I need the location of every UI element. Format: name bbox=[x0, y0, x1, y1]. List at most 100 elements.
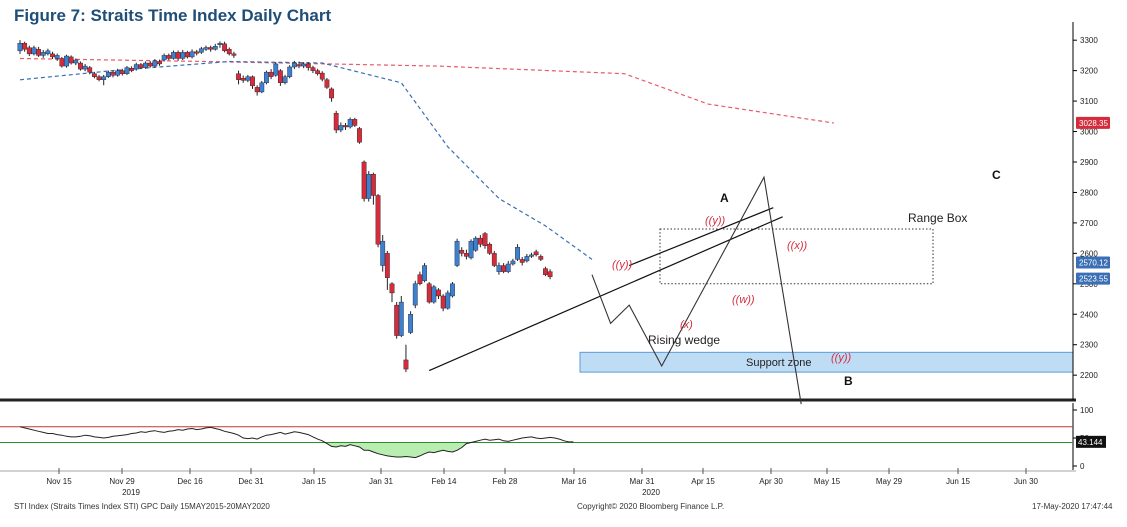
price-label-text: 2523.55 bbox=[1079, 275, 1108, 284]
y-tick-label: 2200 bbox=[1080, 371, 1098, 380]
candle-body bbox=[268, 71, 274, 77]
candle-body bbox=[519, 259, 525, 263]
candle-body bbox=[166, 55, 172, 59]
y-tick-label: 2800 bbox=[1080, 188, 1098, 197]
candle-body bbox=[408, 314, 413, 333]
x-tick-label: Jan 31 bbox=[369, 477, 394, 486]
moving-averages bbox=[19, 57, 834, 260]
x-year-label: 2020 bbox=[642, 488, 660, 497]
candle-body bbox=[464, 253, 469, 257]
candle-body bbox=[403, 359, 409, 370]
x-tick-label: Apr 15 bbox=[691, 477, 715, 486]
candle-body bbox=[454, 240, 460, 266]
candle-body bbox=[82, 65, 88, 70]
candle-body bbox=[264, 71, 269, 84]
rsi-tick-label: 0 bbox=[1080, 462, 1085, 471]
candle-body bbox=[473, 237, 479, 251]
range-box-label: Range Box bbox=[908, 211, 967, 225]
candle-body bbox=[115, 70, 121, 76]
candle-body bbox=[133, 64, 139, 70]
annotations: A B C ((y)) ((x)) ((w)) ((y)) (x) ((y)) Rising we… bbox=[612, 168, 1001, 388]
candle-body bbox=[371, 173, 376, 196]
x-tick-label: Apr 30 bbox=[759, 477, 783, 486]
candle-body bbox=[398, 301, 404, 336]
candle-body bbox=[510, 260, 516, 265]
candle-body bbox=[31, 47, 37, 55]
candle-body bbox=[96, 76, 102, 80]
candle-body bbox=[338, 125, 344, 131]
y-tick-label: 3100 bbox=[1080, 97, 1098, 106]
candle-body bbox=[217, 43, 223, 45]
candle-body bbox=[54, 55, 60, 59]
zones: Support zone Range Box bbox=[579, 211, 1074, 373]
price-label-box bbox=[1076, 256, 1110, 269]
projected-wave-path bbox=[591, 175, 802, 405]
candle-body bbox=[259, 82, 265, 93]
candle-body bbox=[22, 43, 28, 50]
candle-body bbox=[412, 283, 418, 306]
candle-body bbox=[245, 76, 251, 81]
candle-body bbox=[524, 256, 530, 262]
wave-label-y-3: ((y)) bbox=[831, 352, 851, 364]
rsi-value-text: 43.144 bbox=[1078, 438, 1103, 447]
footer-source: STI Index (Straits Times Index STI) GPC … bbox=[14, 502, 270, 511]
candle-body bbox=[380, 240, 386, 266]
candle-body bbox=[533, 251, 539, 256]
chart-title: Figure 7: Straits Time Index Daily Chart bbox=[14, 6, 332, 25]
rsi-tick-label: 100 bbox=[1080, 406, 1094, 415]
candle-body bbox=[375, 195, 381, 245]
candle-body bbox=[431, 286, 437, 303]
rsi-line bbox=[19, 426, 574, 459]
y-axis: 2200230024002500260027002800290030003100… bbox=[1072, 22, 1098, 400]
candle-body bbox=[324, 79, 330, 88]
candle-body bbox=[529, 254, 534, 257]
candle-body bbox=[305, 63, 311, 68]
x-tick-label: Jun 15 bbox=[946, 477, 971, 486]
candle-body bbox=[64, 55, 69, 67]
candle-body bbox=[357, 128, 362, 143]
candle-body bbox=[180, 52, 186, 59]
range-box bbox=[659, 228, 934, 285]
candle-body bbox=[301, 63, 307, 67]
x-axis: Nov 15 Nov 29 Dec 16 Dec 31 Jan 15 Jan 31 Feb … bbox=[0, 468, 1076, 497]
candle-body bbox=[147, 62, 153, 67]
candle-body bbox=[310, 67, 316, 71]
candle-body bbox=[422, 265, 427, 281]
candle-body bbox=[175, 52, 181, 59]
candle-body bbox=[129, 67, 134, 71]
candle-body bbox=[487, 244, 493, 254]
candle-body bbox=[143, 62, 148, 68]
candle-body bbox=[17, 43, 23, 52]
candle-body bbox=[40, 52, 46, 56]
candle-body bbox=[184, 52, 190, 58]
candle-body bbox=[436, 289, 441, 297]
y-tick-label: 2600 bbox=[1080, 249, 1098, 258]
candle-body bbox=[91, 73, 97, 77]
candle-body bbox=[226, 49, 232, 55]
footer-copyright: Copyright© 2020 Bloomberg Finance L.P. bbox=[577, 502, 725, 511]
x-year-label: 2019 bbox=[122, 488, 140, 497]
candle-body bbox=[212, 46, 218, 50]
wave-label-y-2: ((y)) bbox=[705, 215, 725, 227]
y-tick-label: 2400 bbox=[1080, 310, 1098, 319]
candle-body bbox=[440, 295, 446, 309]
x-tick-label: Nov 29 bbox=[109, 477, 135, 486]
price-label-text: 2570.12 bbox=[1079, 258, 1108, 267]
candle-body bbox=[198, 48, 204, 53]
y-tick-label: 3000 bbox=[1080, 128, 1098, 137]
x-tick-label: Mar 31 bbox=[630, 477, 655, 486]
candle-body bbox=[101, 76, 107, 80]
wave-label-x-2: (x) bbox=[680, 319, 693, 331]
wave-label-x-1: ((x)) bbox=[787, 240, 807, 252]
candle-body bbox=[352, 119, 358, 126]
x-tick-label: Jun 30 bbox=[1014, 477, 1039, 486]
candle-body bbox=[189, 51, 195, 58]
moving-average-blue bbox=[19, 60, 593, 260]
wedge-lower-line bbox=[428, 216, 783, 372]
support-zone-label: Support zone bbox=[746, 357, 811, 369]
rsi-panel: 05010043.144 bbox=[0, 403, 1106, 471]
candle-body bbox=[426, 283, 432, 303]
price-label-text: 3028.35 bbox=[1079, 119, 1108, 128]
candle-body bbox=[445, 292, 451, 309]
candle-body bbox=[347, 119, 353, 128]
